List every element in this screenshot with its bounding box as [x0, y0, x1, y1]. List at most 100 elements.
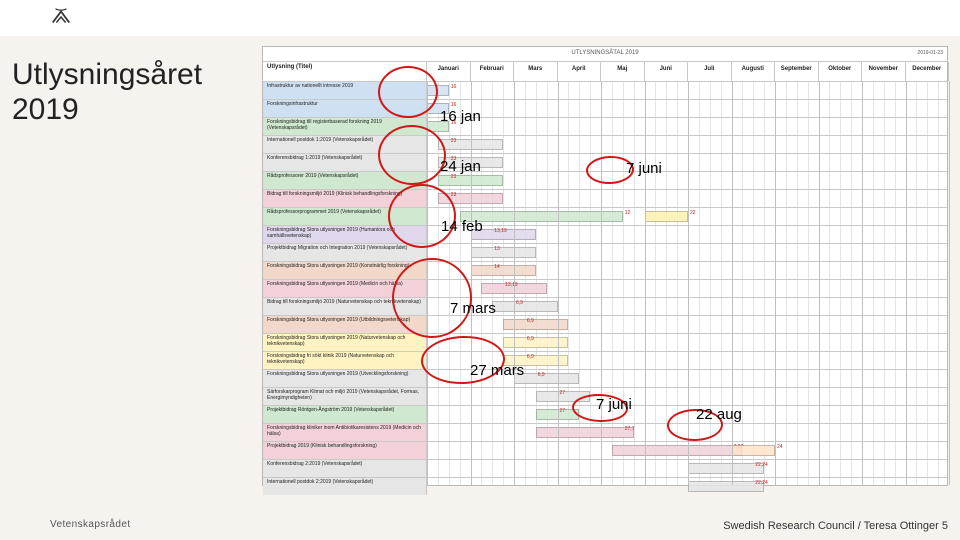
gantt-row-bar-area: 13 [427, 244, 947, 261]
gantt-bar-date: 27 [560, 390, 566, 396]
month-header: Februari [471, 62, 515, 81]
gantt-row-label: Projektbidrag Röntgen-Ångström 2019 (Vet… [263, 406, 427, 423]
gantt-row-label: Forskningsbidrag Stora utlysningen 2019 … [263, 262, 427, 279]
gantt-row: Bidrag till forskningsmiljö 2019 (Klinis… [263, 189, 947, 207]
gantt-row-bar-area: 22,24 [427, 478, 947, 495]
gantt-row-bar-area: 27 [427, 406, 947, 423]
gantt-row: Infrastruktur av nationellt intresse 201… [263, 81, 947, 99]
gantt-bar-date: 6,9 [538, 372, 545, 378]
gantt-bar [688, 481, 764, 491]
gantt-bar-date: 16 [451, 84, 457, 90]
gantt-bar-date: 6,9 [516, 300, 523, 306]
gantt-row-bar-area: 12 22 [427, 208, 947, 225]
gantt-bar-date: 23 [451, 192, 457, 198]
gantt-row-bar-area: 22,24 [427, 460, 947, 477]
gantt-row-bar-area: 16 [427, 82, 947, 99]
gantt-row-bar-area: 16 [427, 100, 947, 117]
heading-line-1: Utlysningsåret [12, 58, 202, 91]
gantt-row-label: Forskningsbidrag kliniker inom Antibioti… [263, 424, 427, 441]
gantt-row: Internationell postdok 1:2019 (Vetenskap… [263, 135, 947, 153]
slide-heading: Utlysningsåret 2019 [12, 58, 202, 127]
gantt-bar-date: 22 [690, 210, 696, 216]
month-header: September [775, 62, 819, 81]
gantt-row-label: Projektbidrag 2019 (Klinisk behandlingsf… [263, 442, 427, 459]
gantt-bar [688, 463, 764, 473]
callout-label: 7 juni [596, 396, 632, 413]
month-header: Juni [645, 62, 689, 81]
gantt-row-bar-area: 23 [427, 190, 947, 207]
gantt-row: Konferensbidrag 2:2019 (Vetenskapsrådet)… [263, 459, 947, 477]
gantt-date-corner: 2019-01-23 [917, 50, 943, 56]
gantt-bar [645, 211, 689, 221]
gantt-row-label: Infrastruktur av nationellt intresse 201… [263, 82, 427, 99]
callout-label: 7 mars [450, 300, 496, 317]
gantt-bar [612, 445, 743, 455]
gantt-row-label: Forskningsbidrag fri sökt klinik 2019 (N… [263, 352, 427, 369]
gantt-row: Rådsprofessorer 2019 (Vetenskapsrådet)23 [263, 171, 947, 189]
gantt-row: Forskningsbidrag fri sökt klinik 2019 (N… [263, 351, 947, 369]
gantt-row: Forskningsbidrag Stora utlysningen 2019 … [263, 261, 947, 279]
month-header: Januari [427, 62, 471, 81]
vr-logo [50, 6, 72, 28]
gantt-row-bar-area: 6,9 [427, 334, 947, 351]
gantt-row-label: Forskningsbidrag Stora utlysningen 2019 … [263, 280, 427, 297]
gantt-row: Bidrag till forskningsmiljö 2019 (Naturv… [263, 297, 947, 315]
gantt-row: Forskningsbidrag Stora utlysningen 2019 … [263, 225, 947, 243]
gantt-row-bar-area: 13,19 [427, 226, 947, 243]
gantt-bar [536, 427, 634, 437]
footer-org: Vetenskapsrådet [50, 519, 131, 530]
gantt-bar-date: 22,24 [755, 480, 768, 486]
gantt-row-bar-area: 23 [427, 136, 947, 153]
gantt-row-bar-area: 23 [427, 172, 947, 189]
gantt-row-bar-area: 6,9 [427, 298, 947, 315]
gantt-bar [460, 211, 623, 221]
top-strip [0, 0, 960, 36]
gantt-row-label: Internationell postdok 2:2019 (Vetenskap… [263, 478, 427, 495]
gantt-bar-date: 23 [451, 138, 457, 144]
gantt-row-label: Konferensbidrag 1:2019 (Vetenskapsrådet) [263, 154, 427, 171]
gantt-row-bar-area: 27 [427, 388, 947, 405]
gantt-bar-date: 27,7 [625, 426, 635, 432]
month-header: Augusti [732, 62, 776, 81]
gantt-row: Forskningsbidrag Stora utlysningen 2019 … [263, 315, 947, 333]
gantt-bar-date: 6,9 [527, 318, 534, 324]
gantt-row-label: Forskningsbidrag Stora utlysningen 2019 … [263, 334, 427, 351]
gantt-row: Projektbidrag 2019 (Klinisk behandlingsf… [263, 441, 947, 459]
gantt-row-bar-area: 27,7 [427, 424, 947, 441]
gantt-row-label: Internationell postdok 1:2019 (Vetenskap… [263, 136, 427, 153]
gantt-bar-date: 6,9 [527, 354, 534, 360]
month-header: December [906, 62, 950, 81]
gantt-row: Konferensbidrag 1:2019 (Vetenskapsrådet)… [263, 153, 947, 171]
gantt-row-bar-area: 7,2724 [427, 442, 947, 459]
gantt-header-months: JanuariFebruariMarsAprilMajJuniJuliAugus… [427, 62, 947, 81]
gantt-row: Forskningsbidrag Stora utlysningen 2019 … [263, 333, 947, 351]
gantt-row: Forskningsbidrag Stora utlysningen 2019 … [263, 279, 947, 297]
gantt-header: Utlysning (Titel)JanuariFebruariMarsApri… [263, 61, 947, 81]
footer-credit: Swedish Research Council / Teresa Otting… [723, 520, 948, 532]
gantt-bar [492, 301, 557, 311]
gantt-chart: UTLYSNINGSÅTAL 20192019-01-23 Utlysning (… [262, 46, 948, 486]
gantt-bar-date: 13,19 [505, 282, 518, 288]
gantt-row: Internationell postdok 2:2019 (Vetenskap… [263, 477, 947, 495]
callout-label: 16 jan [440, 108, 481, 125]
callout-label: 22 aug [696, 406, 742, 423]
gantt-row: Forskningsbidrag Stora utlysningen 2019 … [263, 369, 947, 387]
gantt-row-label: Projektbidrag Migration och Integration … [263, 244, 427, 261]
gantt-bar-date: 27 [560, 408, 566, 414]
gantt-bar-date: 13,19 [494, 228, 507, 234]
callout-label: 14 feb [441, 218, 483, 235]
gantt-row-label: Forskningsbidrag Stora utlysningen 2019 … [263, 316, 427, 333]
gantt-bar-date: 12 [625, 210, 631, 216]
gantt-title: UTLYSNINGSÅTAL 2019 [263, 50, 947, 56]
callout-label: 24 jan [440, 158, 481, 175]
gantt-row-bar-area: 23 [427, 154, 947, 171]
gantt-row-label: Rådsprofessorprogrammet 2019 (Vetenskaps… [263, 208, 427, 225]
gantt-row-label: Särforskarprogram Klimat och miljö 2019 … [263, 388, 427, 405]
gantt-row-bar-area: 14 [427, 262, 947, 279]
gantt-bar [471, 247, 536, 257]
gantt-row: Forskningsbidrag kliniker inom Antibioti… [263, 423, 947, 441]
gantt-bar-date: 14 [494, 264, 500, 270]
gantt-bar [471, 265, 536, 275]
gantt-row-label: Forskningsbidrag Stora utlysningen 2019 … [263, 370, 427, 387]
heading-line-2: 2019 [12, 93, 79, 126]
